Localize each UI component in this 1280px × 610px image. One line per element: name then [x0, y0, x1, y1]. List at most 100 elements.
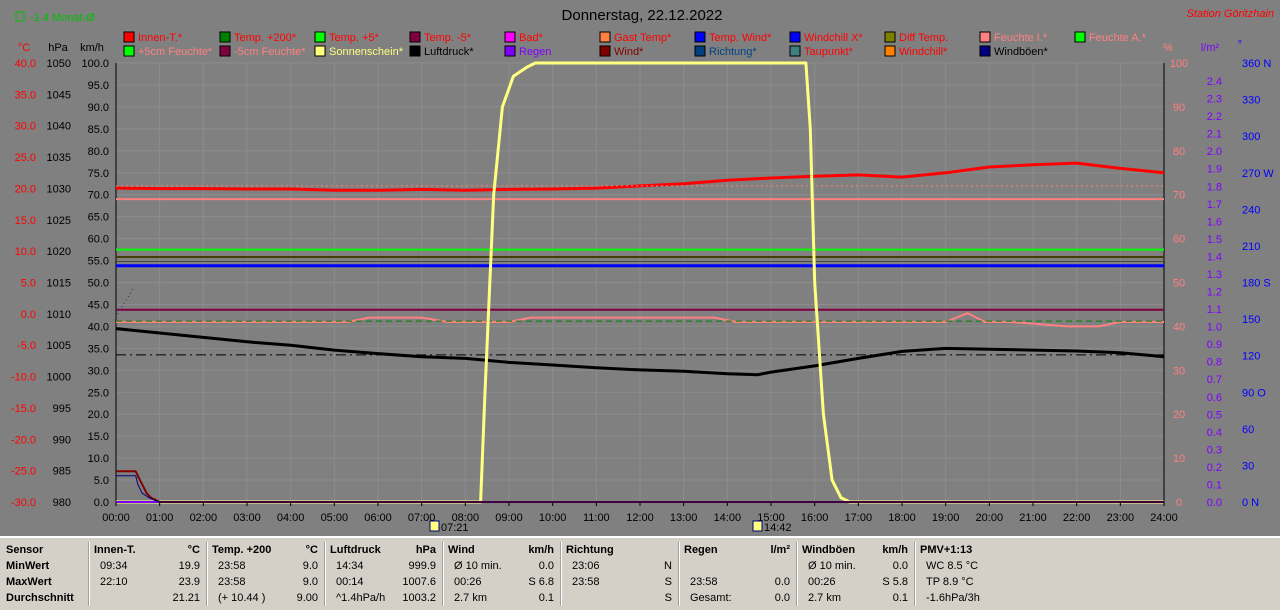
- stats-col: Richtung 23:06 N 23:58 S S: [564, 542, 676, 608]
- stats-label-max: MaxWert: [6, 576, 52, 588]
- stats-cell-left: (+ 10.44 ): [218, 592, 266, 604]
- stats-cell-left: 00:14: [336, 576, 364, 588]
- tick-kmh: 85.0: [88, 124, 109, 136]
- legend-swatch: [409, 31, 421, 43]
- tick-rain: 0.6: [1207, 392, 1222, 404]
- stats-cell-right: S: [664, 592, 672, 604]
- stats-cell-right: 9.00: [296, 592, 318, 604]
- tick-hpa: 1015: [47, 278, 71, 290]
- legend-swatch: [314, 45, 326, 57]
- tick-temp: 20.0: [15, 183, 36, 195]
- tick-kmh: 35.0: [88, 343, 109, 355]
- tick-kmh: 95.0: [88, 80, 109, 92]
- tick-temp: -20.0: [11, 434, 36, 446]
- unit-hpa: hPa: [48, 42, 68, 54]
- sunset-marker: 14:42: [752, 520, 792, 534]
- tick-percent: 60: [1173, 234, 1185, 246]
- legend-label: Windböen*: [994, 46, 1049, 58]
- tick-time: 07:00: [408, 512, 436, 524]
- unit-lm2: l/m²: [1201, 42, 1220, 54]
- stats-cell-right: 0.0: [892, 560, 908, 572]
- tick-temp: 40.0: [15, 58, 36, 70]
- tick-hpa: 980: [53, 497, 71, 509]
- legend-label: Feuchte I.*: [994, 32, 1048, 44]
- stats-cell-left: 23:58: [572, 576, 600, 588]
- stats-separator: [914, 542, 916, 606]
- stats-cell-left: WC 8.5 °C: [926, 560, 979, 572]
- stats-col-unit: °C: [187, 544, 200, 556]
- stats-cell-right: 999.9: [408, 560, 436, 572]
- tick-rain: 1.2: [1207, 287, 1222, 299]
- legend-label: Windchill*: [899, 46, 948, 58]
- tick-kmh: 5.0: [94, 475, 109, 487]
- legend-label: Richtung*: [709, 46, 757, 58]
- tick-rain: 0.0: [1207, 497, 1222, 509]
- stats-cell-right: 9.0: [302, 576, 318, 588]
- tick-hpa: 1040: [47, 121, 71, 133]
- tick-rain: 0.5: [1207, 409, 1222, 421]
- tick-kmh: 100.0: [81, 58, 109, 70]
- tick-kmh: 15.0: [88, 431, 109, 443]
- legend-label: Diff Temp.: [899, 32, 948, 44]
- stats-cell-left: 14:34: [336, 560, 364, 572]
- tick-rain: 0.8: [1207, 357, 1222, 369]
- tick-kmh: 80.0: [88, 146, 109, 158]
- tick-hpa: 1025: [47, 215, 71, 227]
- tick-time: 09:00: [495, 512, 523, 524]
- stats-panel: Sensor MinWert MaxWert Durchschnitt Inne…: [0, 536, 1280, 610]
- stats-col-header: Temp. +200: [212, 544, 272, 556]
- legend-swatch: [1074, 31, 1086, 43]
- stats-cell-left: -1.6hPa/3h: [926, 592, 980, 604]
- stats-cell-right: 0.0: [538, 560, 554, 572]
- tick-temp: -15.0: [11, 403, 36, 415]
- tick-temp: 30.0: [15, 121, 36, 133]
- legend-swatch: [599, 45, 611, 57]
- tick-rain: 1.3: [1207, 269, 1222, 281]
- tick-rain: 0.7: [1207, 374, 1222, 386]
- sunrise-time: 07:21: [441, 522, 469, 534]
- legend-swatch: [694, 31, 706, 43]
- stats-col: Temp. +200 °C 23:58 9.0 23:58 9.0 (+ 10.44 ) 9.…: [210, 542, 322, 608]
- stats-col: Windböen km/h Ø 10 min. 0.0 00:26 S 5.8 2.7 km…: [800, 542, 912, 608]
- stats-cell-left: 22:10: [100, 576, 128, 588]
- tick-direction: 120: [1242, 351, 1260, 363]
- tick-time: 08:00: [452, 512, 480, 524]
- stats-cell-left: TP 8.9 °C: [926, 576, 974, 588]
- tick-time: 21:00: [1019, 512, 1047, 524]
- tick-time: 20:00: [976, 512, 1004, 524]
- stats-col-header: Regen: [684, 544, 718, 556]
- tick-time: 01:00: [146, 512, 174, 524]
- stats-col-header: Luftdruck: [330, 544, 381, 556]
- monthavg-checkbox[interactable]: [15, 11, 25, 22]
- legend-swatch: [884, 45, 896, 57]
- tick-kmh: 70.0: [88, 190, 109, 202]
- legend-swatch: [694, 45, 706, 57]
- tick-hpa: 1030: [47, 183, 71, 195]
- stats-cell-right: 9.0: [302, 560, 318, 572]
- legend-label: Temp. +200*: [234, 32, 297, 44]
- tick-rain: 1.8: [1207, 181, 1222, 193]
- tick-hpa: 1020: [47, 246, 71, 258]
- legend-swatch: [123, 45, 135, 57]
- stats-cell-left: 23:06: [572, 560, 600, 572]
- tick-direction: 210: [1242, 241, 1260, 253]
- unit-percent: %: [1163, 42, 1173, 54]
- legend-swatch: [504, 45, 516, 57]
- legend-swatch: [789, 31, 801, 43]
- tick-hpa: 1000: [47, 372, 71, 384]
- legend-label: Regen: [519, 46, 551, 58]
- tick-direction: 90 O: [1242, 387, 1266, 399]
- tick-percent: 70: [1173, 190, 1185, 202]
- tick-rain: 1.9: [1207, 164, 1222, 176]
- tick-hpa: 1005: [47, 340, 71, 352]
- tick-temp: -10.0: [11, 372, 36, 384]
- stats-col-unit: km/h: [528, 544, 554, 556]
- tick-percent: 90: [1173, 102, 1185, 114]
- stats-cell-left: 00:26: [454, 576, 482, 588]
- tick-temp: 15.0: [15, 215, 36, 227]
- tick-rain: 2.4: [1207, 76, 1222, 88]
- stats-cell-right: 0.1: [538, 592, 554, 604]
- stats-cell-left: Ø 10 min.: [808, 560, 856, 572]
- tick-time: 16:00: [801, 512, 829, 524]
- legend-swatch: [979, 31, 991, 43]
